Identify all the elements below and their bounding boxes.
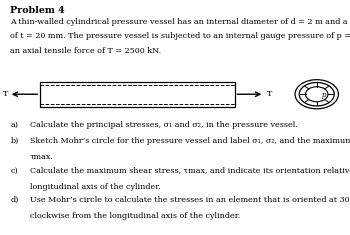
Text: p: p: [321, 91, 326, 99]
Text: Sketch Mohr’s circle for the pressure vessel and label σ₁, σ₂, and the maximum s: Sketch Mohr’s circle for the pressure ve…: [30, 137, 350, 145]
Text: an axial tensile force of T = 2500 kN.: an axial tensile force of T = 2500 kN.: [10, 47, 162, 55]
Text: c): c): [10, 167, 18, 175]
Text: a): a): [10, 121, 19, 129]
Text: Problem 4: Problem 4: [10, 6, 65, 15]
Text: Calculate the principal stresses, σ₁ and σ₂, in the pressure vessel.: Calculate the principal stresses, σ₁ and…: [30, 121, 298, 129]
Text: T: T: [267, 90, 272, 98]
Text: of t = 20 mm. The pressure vessel is subjected to an internal gauge pressure of : of t = 20 mm. The pressure vessel is sub…: [10, 32, 350, 40]
Text: Use Mohr’s circle to calculate the stresses in an element that is oriented at 30: Use Mohr’s circle to calculate the stres…: [30, 196, 350, 204]
Bar: [40, 82, 235, 107]
Circle shape: [299, 82, 334, 106]
Text: clockwise from the longitudinal axis of the cylinder.: clockwise from the longitudinal axis of …: [30, 212, 240, 220]
Text: T: T: [3, 90, 8, 98]
Text: Calculate the maximum shear stress, τmax, and indicate its orientation relative : Calculate the maximum shear stress, τmax…: [30, 167, 350, 175]
Circle shape: [295, 80, 338, 109]
Circle shape: [306, 87, 328, 102]
Text: τmax.: τmax.: [30, 153, 54, 161]
Text: d): d): [10, 196, 19, 204]
Text: A thin-walled cylindrical pressure vessel has an internal diameter of d = 2 m an: A thin-walled cylindrical pressure vesse…: [10, 18, 350, 26]
Text: longitudinal axis of the cylinder.: longitudinal axis of the cylinder.: [30, 183, 161, 191]
Text: b): b): [10, 137, 19, 145]
